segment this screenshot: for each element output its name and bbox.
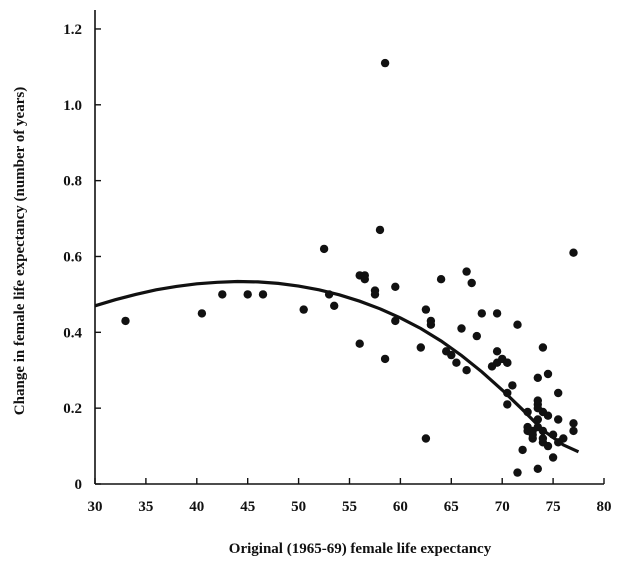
- data-point: [569, 248, 578, 257]
- data-point: [543, 411, 553, 420]
- data-point: [513, 320, 522, 329]
- data-point: [548, 430, 558, 439]
- data-point: [533, 373, 542, 382]
- data-point: [462, 366, 471, 375]
- data-point: [370, 286, 380, 295]
- data-point: [569, 426, 578, 436]
- data-point: [436, 275, 446, 284]
- data-point: [533, 415, 542, 424]
- data-point: [324, 290, 334, 299]
- fit-curve: [94, 279, 580, 454]
- data-point: [543, 441, 553, 451]
- data-point: [518, 445, 527, 455]
- data-point: [421, 305, 431, 314]
- x-tick-label: 40: [189, 499, 204, 515]
- data-point: [299, 305, 308, 314]
- x-tick-label: 55: [342, 499, 357, 515]
- x-tick-label: 60: [393, 499, 408, 515]
- data-point: [569, 419, 578, 428]
- data-point: [538, 343, 548, 352]
- data-point: [258, 290, 268, 299]
- data-point: [533, 396, 542, 405]
- y-tick-label: 0: [75, 477, 83, 493]
- data-point: [503, 400, 512, 409]
- data-point: [503, 358, 512, 367]
- y-axis-title: Change in female life expectancy (number…: [12, 87, 28, 415]
- data-point: [508, 381, 517, 390]
- data-point: [533, 464, 542, 473]
- fit-curve-group: [94, 279, 580, 454]
- data-point: [492, 309, 502, 318]
- data-point: [355, 339, 364, 348]
- data-point: [538, 434, 548, 443]
- x-tick-label: 70: [495, 499, 510, 515]
- x-tick-label: 65: [444, 499, 459, 515]
- x-tick-label: 35: [138, 499, 153, 515]
- ticks: 30 35 40 45 50 55 60 65 70 75 80 0 0.2 0.4 0.6 0.8 1.0 1.…: [63, 22, 611, 515]
- data-point: [391, 282, 400, 291]
- data-point: [467, 278, 476, 288]
- data-point: [319, 244, 329, 254]
- data-point: [452, 358, 461, 367]
- data-point: [380, 58, 390, 68]
- x-tick-label: 50: [291, 499, 306, 515]
- x-tick-label: 30: [88, 499, 103, 515]
- y-tick-label: 1.2: [63, 22, 82, 38]
- data-point: [197, 309, 207, 318]
- x-tick-label: 45: [240, 499, 255, 515]
- data-point: [503, 388, 512, 398]
- x-axis-title: Original (1965-69) female life expectanc…: [229, 541, 492, 557]
- data-point: [360, 271, 369, 280]
- data-point: [457, 324, 466, 333]
- y-tick-label: 0.4: [63, 325, 82, 341]
- data-point: [421, 434, 431, 443]
- data-point: [528, 430, 537, 439]
- data-point: [554, 388, 563, 398]
- data-point: [391, 316, 400, 326]
- data-point: [543, 369, 553, 379]
- data-points: [121, 58, 578, 477]
- data-point: [416, 343, 425, 352]
- x-tick-label: 75: [546, 499, 561, 515]
- y-tick-label: 0.2: [63, 401, 82, 417]
- y-tick-label: 0.6: [63, 249, 82, 265]
- data-point: [218, 290, 227, 299]
- data-point: [513, 468, 522, 477]
- data-point: [554, 415, 563, 424]
- x-tick-label: 80: [597, 499, 612, 515]
- data-point: [492, 347, 502, 356]
- data-point: [426, 320, 436, 329]
- data-point: [380, 354, 390, 364]
- data-point: [559, 434, 568, 443]
- data-point: [447, 350, 456, 360]
- data-point: [472, 331, 481, 341]
- data-point: [121, 316, 130, 326]
- y-tick-label: 0.8: [63, 174, 82, 190]
- y-tick-label: 1.0: [63, 98, 82, 114]
- data-point: [462, 267, 471, 276]
- data-point: [375, 225, 385, 235]
- data-point: [330, 301, 339, 310]
- data-point: [538, 426, 548, 436]
- data-point: [477, 309, 486, 318]
- data-point: [243, 290, 252, 299]
- data-point: [523, 407, 532, 417]
- data-point: [548, 453, 558, 462]
